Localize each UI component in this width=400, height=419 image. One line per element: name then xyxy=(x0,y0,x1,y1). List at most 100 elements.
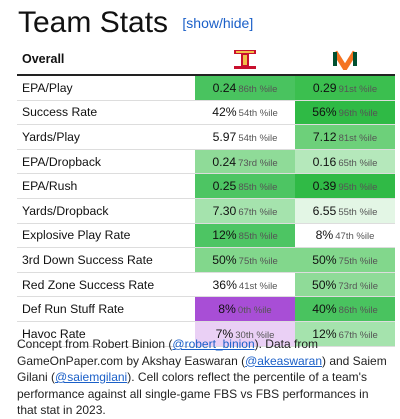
stat-label: EPA/Dropback xyxy=(17,149,195,175)
stat-percentile: 67th %ile xyxy=(238,206,278,218)
stat-value: 0.16 xyxy=(312,154,337,169)
stat-percentile: 54th %ile xyxy=(238,108,278,120)
stat-percentile: 41st %ile xyxy=(238,280,278,292)
stat-percentile: 54th %ile xyxy=(238,132,278,144)
toggle-label[interactable]: show/hide xyxy=(186,15,250,31)
stat-label: Explosive Play Rate xyxy=(17,223,195,249)
stat-value: 0.24 xyxy=(212,154,237,169)
page-title: Team Stats [show/hide] xyxy=(18,5,253,41)
stat-value: 50% xyxy=(212,252,237,267)
stat-percentile: 73rd %ile xyxy=(238,157,278,169)
stat-percentile: 75th %ile xyxy=(238,255,278,267)
team1-stat-cell: 8% 0th %ile xyxy=(195,296,295,322)
footer-text-2: ). Data from GameOnPaper.com by Akshay E… xyxy=(17,337,318,368)
table-row: 3rd Down Success Rate 50% 75th %ile 50% 75th… xyxy=(17,247,395,273)
table-row: Red Zone Success Rate 36% 41st %ile 50% 73rd… xyxy=(17,272,395,298)
team2-stat-cell: 7.12 81st %ile xyxy=(295,124,395,150)
stat-value: 42% xyxy=(212,105,237,120)
team2-stat-cell: 6.55 55th %ile xyxy=(295,198,395,224)
stat-percentile: 0th %ile xyxy=(237,305,272,317)
stat-percentile: 86th %ile xyxy=(238,83,278,95)
table-header-row: Overall xyxy=(17,44,395,76)
stat-value: 12% xyxy=(212,228,237,243)
robert-binion-link[interactable]: @robert_binion xyxy=(172,337,255,351)
team1-stat-cell: 42% 54th %ile xyxy=(195,100,295,126)
team1-stat-cell: 12% 85th %ile xyxy=(195,223,295,249)
stat-label: Def Run Stuff Rate xyxy=(17,296,195,322)
table-row: EPA/Dropback 0.24 73rd %ile 0.16 65th %ile xyxy=(17,149,395,175)
stat-label: EPA/Play xyxy=(17,75,195,101)
page-title-text: Team Stats xyxy=(18,6,169,39)
stat-percentile: 91st %ile xyxy=(338,83,378,95)
stat-value: 36% xyxy=(212,277,237,292)
footer-text-1: Concept from Robert Binion ( xyxy=(17,337,173,351)
stat-percentile: 95th %ile xyxy=(338,182,378,194)
iowa-state-logo-icon xyxy=(234,50,256,69)
footer-text-4: ). Cell colors reflect the percentile of… xyxy=(17,370,369,417)
table-row: Yards/Play 5.97 54th %ile 7.12 81st %ile xyxy=(17,124,395,150)
miami-logo-icon xyxy=(332,50,358,70)
stat-value: 7% xyxy=(215,326,234,341)
team2-stat-cell: 0.29 91st %ile xyxy=(295,75,395,101)
stat-percentile: 73rd %ile xyxy=(338,280,378,292)
stat-value: 50% xyxy=(311,277,337,292)
stat-label: EPA/Rush xyxy=(17,173,195,199)
table-row: Yards/Dropback 7.30 67th %ile 6.55 55th %ile xyxy=(17,198,395,224)
team2-stat-cell: 0.16 65th %ile xyxy=(295,149,395,175)
stat-value: 12% xyxy=(312,326,337,341)
stat-label: Success Rate xyxy=(17,100,195,126)
table-row: Explosive Play Rate 12% 85th %ile 8% 47th %i… xyxy=(17,223,395,249)
table-row: EPA/Rush 0.25 85th %ile 0.39 95th %ile xyxy=(17,173,395,199)
stats-table: Overall EPA/P xyxy=(17,44,395,347)
stat-value: 0.25 xyxy=(212,179,237,194)
team1-stat-cell: 0.24 86th %ile xyxy=(195,75,295,101)
team1-stat-cell: 7% 30th %ile xyxy=(195,321,295,347)
team1-stat-cell: 36% 41st %ile xyxy=(195,272,295,298)
table-row: Success Rate 42% 54th %ile 56% 96th %ile xyxy=(17,100,395,126)
stat-value: 5.97 xyxy=(212,129,237,144)
table-row: Havoc Rate 7% 30th %ile 12% 67th %ile xyxy=(17,321,395,347)
team2-stat-cell: 50% 73rd %ile xyxy=(295,272,395,298)
stat-value: 8% xyxy=(218,302,236,317)
stat-label: Yards/Play xyxy=(17,124,195,150)
team1-stat-cell: 7.30 67th %ile xyxy=(195,198,295,224)
table-row: EPA/Play 0.24 86th %ile 0.29 91st %ile xyxy=(17,75,395,101)
stat-value: 50% xyxy=(312,252,337,267)
team1-header xyxy=(195,44,295,76)
stat-value: 0.29 xyxy=(312,80,337,95)
stat-label: Havoc Rate xyxy=(17,321,195,347)
team2-header xyxy=(295,44,395,76)
saiemgilani-link[interactable]: @saiemgilani xyxy=(55,370,128,384)
team1-stat-cell: 0.24 73rd %ile xyxy=(195,149,295,175)
stat-value: 0.24 xyxy=(212,80,237,95)
stat-percentile: 81st %ile xyxy=(338,132,378,144)
toggle-close-bracket: ] xyxy=(249,15,254,31)
footer-note: Concept from Robert Binion (@robert_bini… xyxy=(17,336,389,419)
team1-stat-cell: 50% 75th %ile xyxy=(195,247,295,273)
stat-percentile: 30th %ile xyxy=(235,329,275,341)
stat-label: Red Zone Success Rate xyxy=(17,272,195,298)
stat-percentile: 67th %ile xyxy=(338,329,378,341)
stat-value: 7.12 xyxy=(312,129,337,144)
akeaswaran-link[interactable]: @akeaswaran xyxy=(245,353,322,368)
team2-stat-cell: 56% 96th %ile xyxy=(295,100,395,126)
team2-stat-cell: 8% 47th %ile xyxy=(295,223,395,249)
team2-stat-cell: 50% 75th %ile xyxy=(295,247,395,273)
stat-value: 7.30 xyxy=(212,203,237,218)
table-row: Def Run Stuff Rate 8% 0th %ile 40% 86th %ile xyxy=(17,296,395,322)
stat-label: Yards/Dropback xyxy=(17,198,195,224)
team2-stat-cell: 40% 86th %ile xyxy=(295,296,395,322)
show-hide-toggle[interactable]: [show/hide] xyxy=(182,15,253,31)
team2-stat-cell: 0.39 95th %ile xyxy=(295,173,395,199)
footer-text-3: ) and Saiem Gilani ( xyxy=(17,353,387,385)
stat-percentile: 47th %ile xyxy=(335,231,375,243)
team2-stat-cell: 12% 67th %ile xyxy=(295,321,395,347)
stat-value: 56% xyxy=(312,105,337,120)
toggle-open-bracket: [ xyxy=(182,15,187,31)
stat-label: 3rd Down Success Rate xyxy=(17,247,195,273)
stat-value: 8% xyxy=(315,228,334,243)
stat-value: 40% xyxy=(312,302,337,317)
stat-percentile: 85th %ile xyxy=(238,182,278,194)
stat-percentile: 75th %ile xyxy=(338,255,378,267)
